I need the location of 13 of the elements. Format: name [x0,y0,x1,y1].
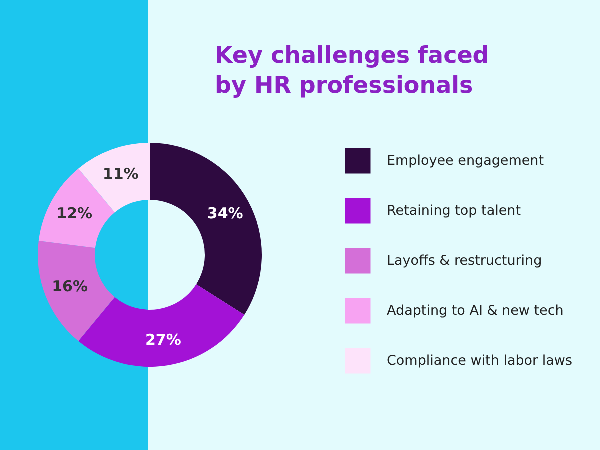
legend-label: Employee engagement [387,153,544,169]
donut-slice [150,143,262,316]
donut-slice [38,240,115,342]
data-label: 16% [52,278,88,296]
data-label: 12% [56,204,93,223]
legend-label: Compliance with labor laws [387,353,572,369]
legend-label: Retaining top talent [387,203,522,219]
chart-title: Key challenges faced by HR professionals [215,42,490,101]
legend-label: Layoffs & restructuring [387,253,542,269]
data-label: 27% [146,330,182,349]
data-label: 34% [207,204,244,223]
legend-label: Adapting to AI & new tech [387,303,564,319]
data-label: 11% [102,165,139,184]
